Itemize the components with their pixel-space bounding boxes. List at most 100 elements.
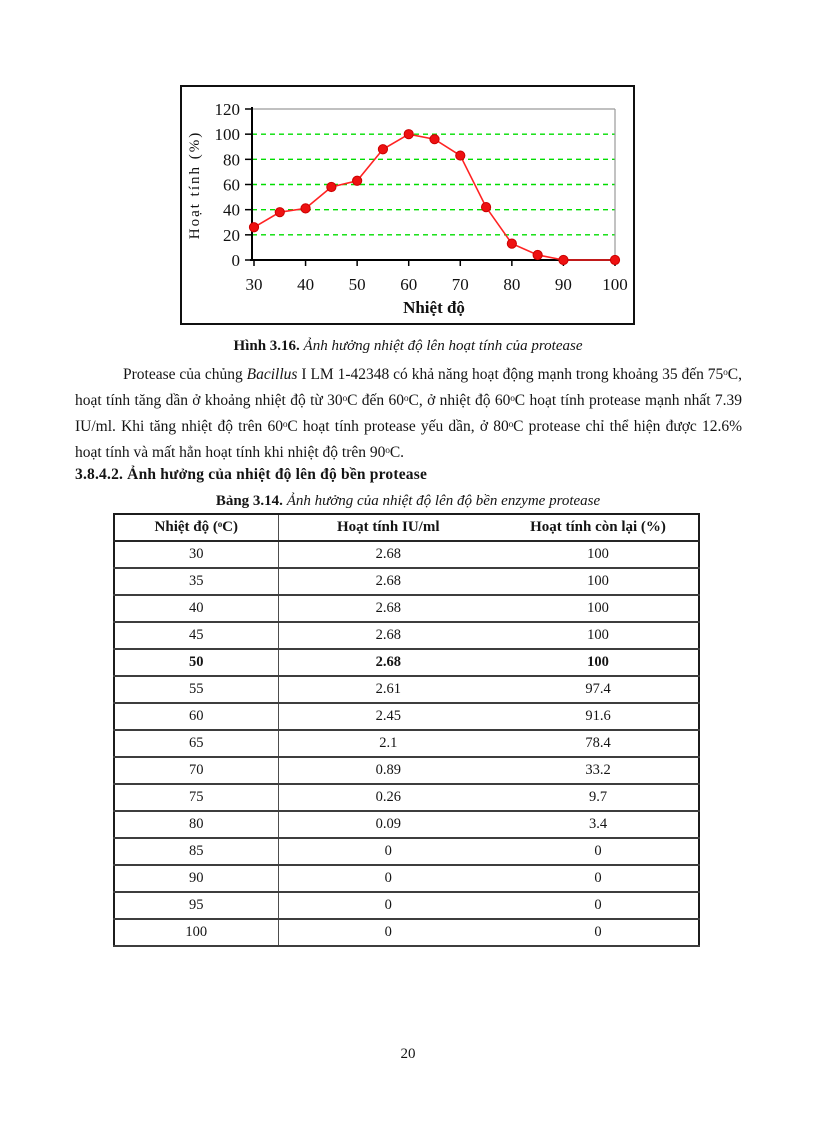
text-part: Ảnh hưởng của nhiệt độ lên độ bền enzyme… [286,493,601,509]
table-cell: 80 [114,811,279,838]
table-row: 75 0.26 9.7 [114,784,699,811]
y-tick-label: 60 [223,176,240,195]
column-header: Hoạt tính IU/ml [336,519,440,535]
data-point [377,144,389,155]
figure-3-16-chart-box: 0 20 40 60 80 100 120 30 40 50 60 70 80 90 100 Hoạt tín… [180,85,635,325]
table-cell: 2.68 [375,600,401,616]
table-cell: 2.68 [375,654,401,670]
table-cell: 2.1 [379,735,398,751]
table-cell: 2.61 [375,681,401,697]
table-cell: 50 [114,649,279,676]
table-cell: 45 [114,622,279,649]
x-tick-label: 60 [400,275,417,294]
text-part: Ảnh hưởng nhiệt độ lên hoạt tính của pro… [303,338,583,354]
data-point [300,203,311,214]
table-cell: 0.89 [375,762,401,778]
page-number: 20 [400,1046,416,1062]
x-tick-label: 50 [349,275,366,294]
table-row: 95 0 0 [114,892,699,919]
data-point [558,254,569,266]
table-cell: 9.7 [588,789,608,805]
table-cell: 0 [384,870,392,886]
table-cell: 40 [114,595,279,622]
text-part: Protease của chủng [123,366,247,383]
table-cell: 0.09 [375,816,401,832]
data-line [253,133,615,261]
table-cell: 100 [587,600,609,616]
data-point [455,150,466,161]
table-cell: 65 [114,730,279,757]
table-cell: 85 [114,838,279,865]
table-cell: 0 [384,924,392,940]
text-part: Bacillus [246,366,298,383]
table-cell: 60 [114,703,279,730]
figure-caption: Hình 3.16. Ảnh hưởng nhiệt độ lên hoạt t… [0,338,816,355]
table-cell: 35 [114,568,279,595]
table-row: 55 2.61 97.4 [114,676,699,703]
table-cell: 91.6 [585,708,611,724]
table-row: 35 2.68 100 [114,568,699,595]
x-tick-label: 30 [246,275,263,294]
data-point [352,175,363,186]
y-tick-label: 40 [223,201,240,220]
x-tick-label: 90 [555,275,572,294]
table-cell: 90 [114,865,279,892]
table-body: 30 2.68 100 35 2.68 100 40 2.68 100 45 2.68 100 50 2.… [114,541,699,946]
table-header-row: Nhiệt độ (ᵒC) Hoạt tính IU/ml Hoạt tính cò… [114,514,699,541]
x-tick-label: 80 [503,275,520,294]
table-row: 100 0 0 [114,919,699,946]
y-axis-title: Hoạt tính (%) [187,131,203,239]
data-point [480,202,492,213]
table-cell: 0 [384,897,392,913]
column-header: Hoạt tính còn lại (%) [530,519,666,535]
table-cell: 2.68 [375,546,401,562]
text-part: Hình 3.16. [233,338,304,354]
table-row: 80 0.09 3.4 [114,811,699,838]
table-row: 70 0.89 33.2 [114,757,699,784]
body-paragraph: Protease của chủng Bacillus I LM 1-42348… [75,362,742,466]
x-axis-title: Nhiệt độ [403,298,465,317]
section-heading: 3.8.4.2. Ảnh hưởng của nhiệt độ lên độ b… [75,466,428,483]
data-point [326,181,337,193]
data-point [248,222,260,233]
table-cell: 0.26 [375,789,401,805]
table-cell: 100 [587,627,609,643]
table-row: 65 2.1 78.4 [114,730,699,757]
y-tick-label: 120 [215,100,241,119]
stability-table: Nhiệt độ (ᵒC) Hoạt tính IU/ml Hoạt tính cò… [113,513,700,947]
table-cell: 100 [587,573,609,589]
table-cell: 97.4 [585,681,611,697]
table-head: Nhiệt độ (ᵒC) Hoạt tính IU/ml Hoạt tính cò… [114,514,699,541]
table-row: 50 2.68 100 [114,649,699,676]
table-row: 60 2.45 91.6 [114,703,699,730]
table-cell: 55 [114,676,279,703]
table-cell: 100 [114,919,279,946]
table-cell: 78.4 [585,735,611,751]
y-tick-label: 80 [223,150,240,169]
table-cell: 2.68 [375,573,401,589]
y-tick-label: 20 [223,226,240,245]
table-cell: 100 [587,654,609,670]
table-row: 90 0 0 [114,865,699,892]
data-point [506,238,517,249]
table-cell: 3.4 [588,816,608,832]
table-cell: 70 [114,757,279,784]
table-cell: 0 [384,843,392,859]
data-point [403,129,414,140]
table-cell: 33.2 [585,762,611,778]
x-tick-label: 70 [452,275,469,294]
table-cell: 2.68 [375,627,401,643]
table-cell: 0 [594,924,602,940]
data-point [532,249,543,261]
table-cell: 2.45 [375,708,401,724]
text-part: Bảng 3.14. [215,493,287,509]
table-cell: 0 [594,843,602,859]
table-cell: 100 [587,546,609,562]
table-cell: 0 [594,897,602,913]
table-row: 30 2.68 100 [114,541,699,568]
text-part: I LM 1-42348 có khả năng hoạt động mạnh … [75,366,742,461]
table-row: 45 2.68 100 [114,622,699,649]
x-tick-label: 100 [602,275,628,294]
activity-chart-svg: 0 20 40 60 80 100 120 30 40 50 60 70 80 90 100 Hoạt tín… [187,100,628,317]
